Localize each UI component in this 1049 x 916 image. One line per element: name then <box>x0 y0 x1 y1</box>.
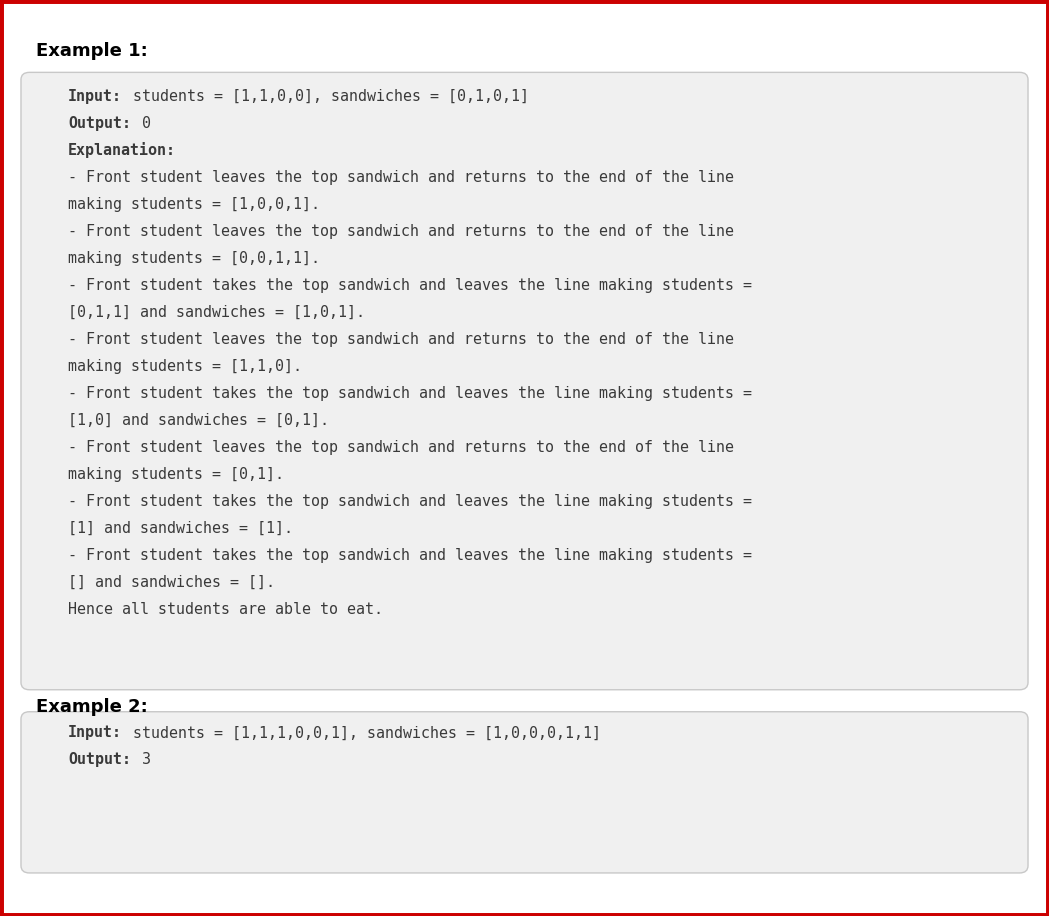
Text: students = [1,1,1,0,0,1], sandwiches = [1,0,0,0,1,1]: students = [1,1,1,0,0,1], sandwiches = [… <box>124 725 600 740</box>
Text: - Front student takes the top sandwich and leaves the line making students =: - Front student takes the top sandwich a… <box>68 278 752 293</box>
Text: - Front student takes the top sandwich and leaves the line making students =: - Front student takes the top sandwich a… <box>68 548 752 563</box>
Text: making students = [0,1].: making students = [0,1]. <box>68 467 284 482</box>
Text: - Front student takes the top sandwich and leaves the line making students =: - Front student takes the top sandwich a… <box>68 386 752 401</box>
Text: Explanation:: Explanation: <box>68 142 176 158</box>
Text: 0: 0 <box>133 115 151 131</box>
FancyBboxPatch shape <box>21 72 1028 690</box>
Text: - Front student leaves the top sandwich and returns to the end of the line: - Front student leaves the top sandwich … <box>68 224 734 239</box>
Text: - Front student leaves the top sandwich and returns to the end of the line: - Front student leaves the top sandwich … <box>68 440 734 455</box>
Text: students = [1,1,0,0], sandwiches = [0,1,0,1]: students = [1,1,0,0], sandwiches = [0,1,… <box>124 89 529 104</box>
Text: Output:: Output: <box>68 752 131 768</box>
Text: 3: 3 <box>133 752 151 768</box>
Text: making students = [0,0,1,1].: making students = [0,0,1,1]. <box>68 251 320 266</box>
Text: [] and sandwiches = [].: [] and sandwiches = []. <box>68 575 275 590</box>
FancyBboxPatch shape <box>21 712 1028 873</box>
Text: [1] and sandwiches = [1].: [1] and sandwiches = [1]. <box>68 521 293 536</box>
Text: making students = [1,1,0].: making students = [1,1,0]. <box>68 359 302 374</box>
Text: Output:: Output: <box>68 115 131 131</box>
Text: [1,0] and sandwiches = [0,1].: [1,0] and sandwiches = [0,1]. <box>68 413 329 428</box>
Text: making students = [1,0,0,1].: making students = [1,0,0,1]. <box>68 197 320 212</box>
Text: Example 1:: Example 1: <box>36 42 148 60</box>
Text: Input:: Input: <box>68 89 122 104</box>
Text: - Front student takes the top sandwich and leaves the line making students =: - Front student takes the top sandwich a… <box>68 494 752 509</box>
Text: Input:: Input: <box>68 725 122 740</box>
Text: - Front student leaves the top sandwich and returns to the end of the line: - Front student leaves the top sandwich … <box>68 169 734 185</box>
Text: - Front student leaves the top sandwich and returns to the end of the line: - Front student leaves the top sandwich … <box>68 332 734 347</box>
Text: Hence all students are able to eat.: Hence all students are able to eat. <box>68 602 383 617</box>
Text: Example 2:: Example 2: <box>36 698 148 716</box>
Text: [0,1,1] and sandwiches = [1,0,1].: [0,1,1] and sandwiches = [1,0,1]. <box>68 305 365 320</box>
